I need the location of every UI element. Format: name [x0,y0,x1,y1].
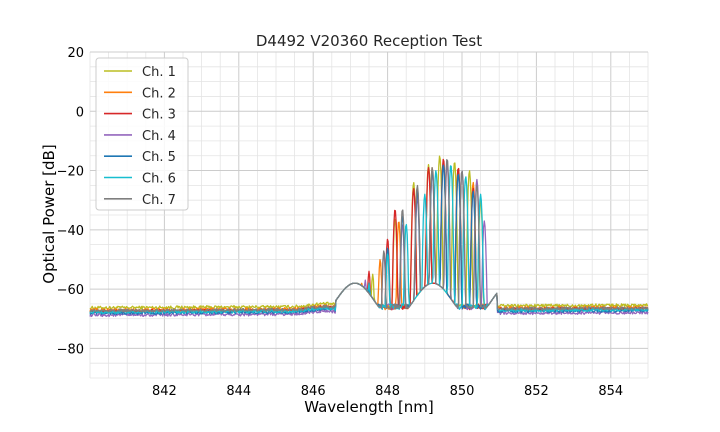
x-tick-label: 842 [152,384,177,399]
x-tick-label: 854 [598,384,623,399]
legend-label: Ch. 1 [142,65,176,80]
chart-title: D4492 V20360 Reception Test [256,32,482,50]
legend-label: Ch. 3 [142,108,176,123]
x-tick-label: 846 [301,384,326,399]
y-tick-label: 20 [67,46,84,61]
legend-box [95,57,189,211]
x-tick-label: 850 [450,384,475,399]
x-axis-label: Wavelength [nm] [304,398,434,416]
series-lines [89,155,649,318]
x-tick-label: 852 [524,384,549,399]
legend: Ch. 1 Ch. 2 Ch. 3 Ch. 4 Ch. 5 Ch. 6 Ch. 7 [95,57,189,211]
y-tick-label: −40 [57,224,84,239]
y-tick-label: 0 [76,105,84,120]
legend-label: Ch. 6 [142,172,176,187]
y-tick-label: −60 [57,283,84,298]
y-tick-label: −20 [57,165,84,180]
legend-label: Ch. 4 [142,129,176,144]
legend-label: Ch. 7 [142,193,176,208]
tick-labels: 842 844 846 848 850 852 854 −80 −60 −40 −20 0 20 [57,46,624,399]
x-tick-label: 844 [226,384,251,399]
x-tick-label: 848 [375,384,400,399]
y-tick-label: −80 [57,342,84,357]
legend-label: Ch. 2 [142,86,176,101]
y-axis-label: Optical Power [dB] [40,144,58,283]
legend-label: Ch. 5 [142,150,176,165]
series-line [89,159,649,313]
